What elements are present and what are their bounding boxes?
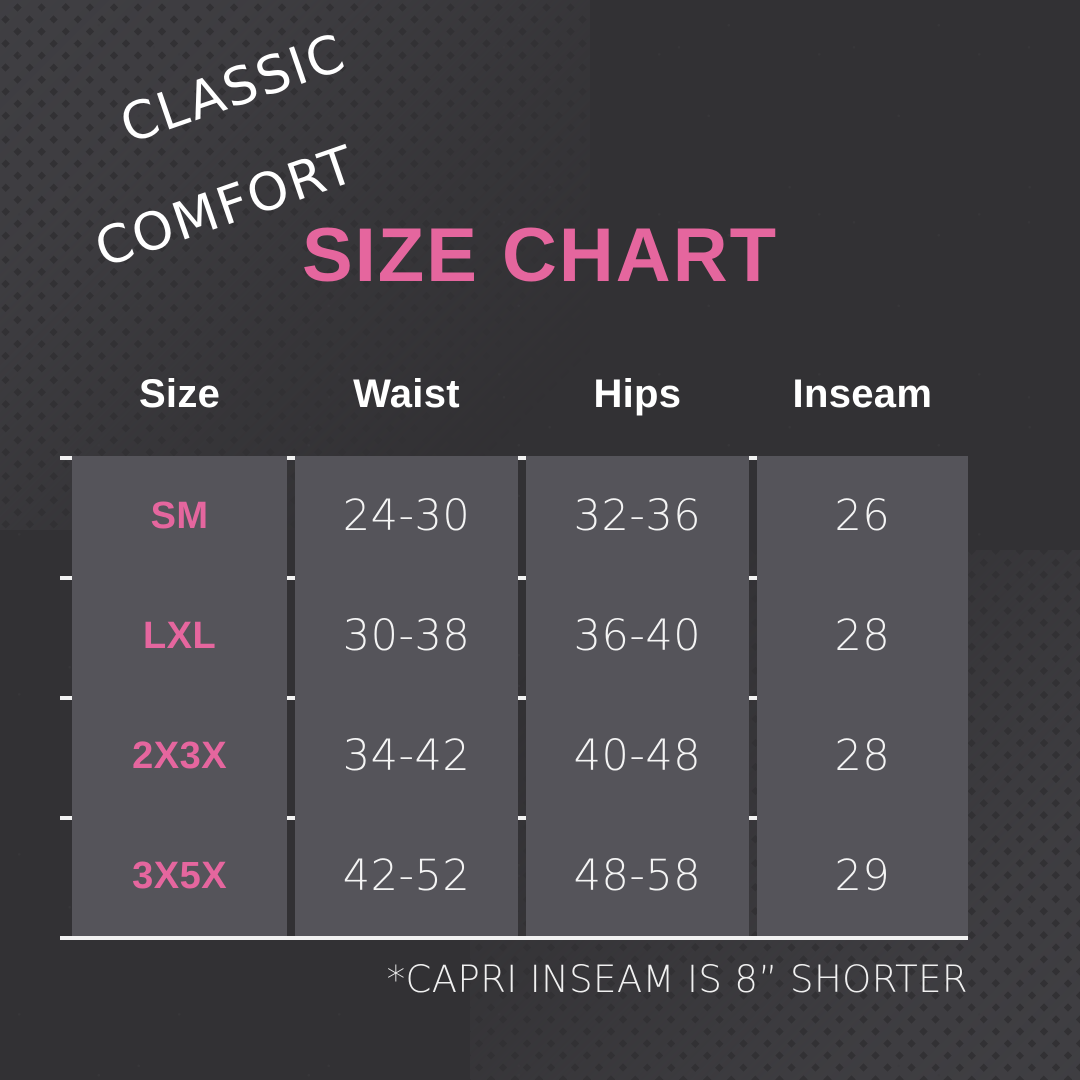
column-header-size: Size <box>138 372 221 416</box>
cell-hips: 40-48 <box>525 696 749 816</box>
table-row: 2X3X 34-42 40-48 28 <box>72 696 968 816</box>
column-gap <box>287 356 295 456</box>
cell-inseam: 28 <box>756 576 968 696</box>
column-header-hips: Hips <box>593 372 682 416</box>
column-gap <box>749 696 757 816</box>
page-title: SIZE CHART <box>302 213 778 298</box>
table-header-row: Size Waist Hips Inseam <box>72 356 968 456</box>
size-chart-table: Size Waist Hips Inseam SM 24-30 32-36 26… <box>60 356 968 940</box>
cell-hips: 32-36 <box>525 456 749 576</box>
cell-inseam: 28 <box>756 696 968 816</box>
column-gap <box>749 356 757 456</box>
column-header-inseam: Inseam <box>792 372 933 416</box>
table-body: SM 24-30 32-36 26 LXL 30-38 36-40 28 <box>60 456 968 940</box>
column-gap <box>518 816 526 936</box>
column-gap <box>518 356 526 456</box>
cell-size: LXL <box>72 576 288 696</box>
cell-waist: 34-42 <box>295 696 519 816</box>
cell-hips: 36-40 <box>525 576 749 696</box>
brand-line-1: CLASSIC <box>112 22 354 156</box>
column-gap <box>749 816 757 936</box>
cell-inseam: 26 <box>756 456 968 576</box>
cell-size: SM <box>72 456 288 576</box>
cell-waist: 42-52 <box>295 816 519 936</box>
table-row: SM 24-30 32-36 26 <box>72 456 968 576</box>
cell-inseam: 29 <box>756 816 968 936</box>
footnote-capri-inseam: *CAPRI INSEAM IS 8” SHORTER <box>386 958 968 1001</box>
cell-size: 3X5X <box>72 816 288 936</box>
cell-waist: 30-38 <box>295 576 519 696</box>
brand-wordmark: CLASSIC COMFORT <box>26 0 424 384</box>
column-gap <box>518 456 526 576</box>
column-gap <box>518 696 526 816</box>
column-gap <box>287 696 295 816</box>
cell-waist: 24-30 <box>295 456 519 576</box>
column-gap <box>749 456 757 576</box>
column-gap <box>287 456 295 576</box>
cell-size: 2X3X <box>72 696 288 816</box>
table-row: 3X5X 42-52 48-58 29 <box>72 816 968 936</box>
column-gap <box>287 816 295 936</box>
table-rule-bottom <box>60 936 968 940</box>
column-gap <box>749 576 757 696</box>
column-gap <box>518 576 526 696</box>
cell-hips: 48-58 <box>525 816 749 936</box>
column-gap <box>287 576 295 696</box>
table-row: LXL 30-38 36-40 28 <box>72 576 968 696</box>
column-header-waist: Waist <box>353 372 460 416</box>
